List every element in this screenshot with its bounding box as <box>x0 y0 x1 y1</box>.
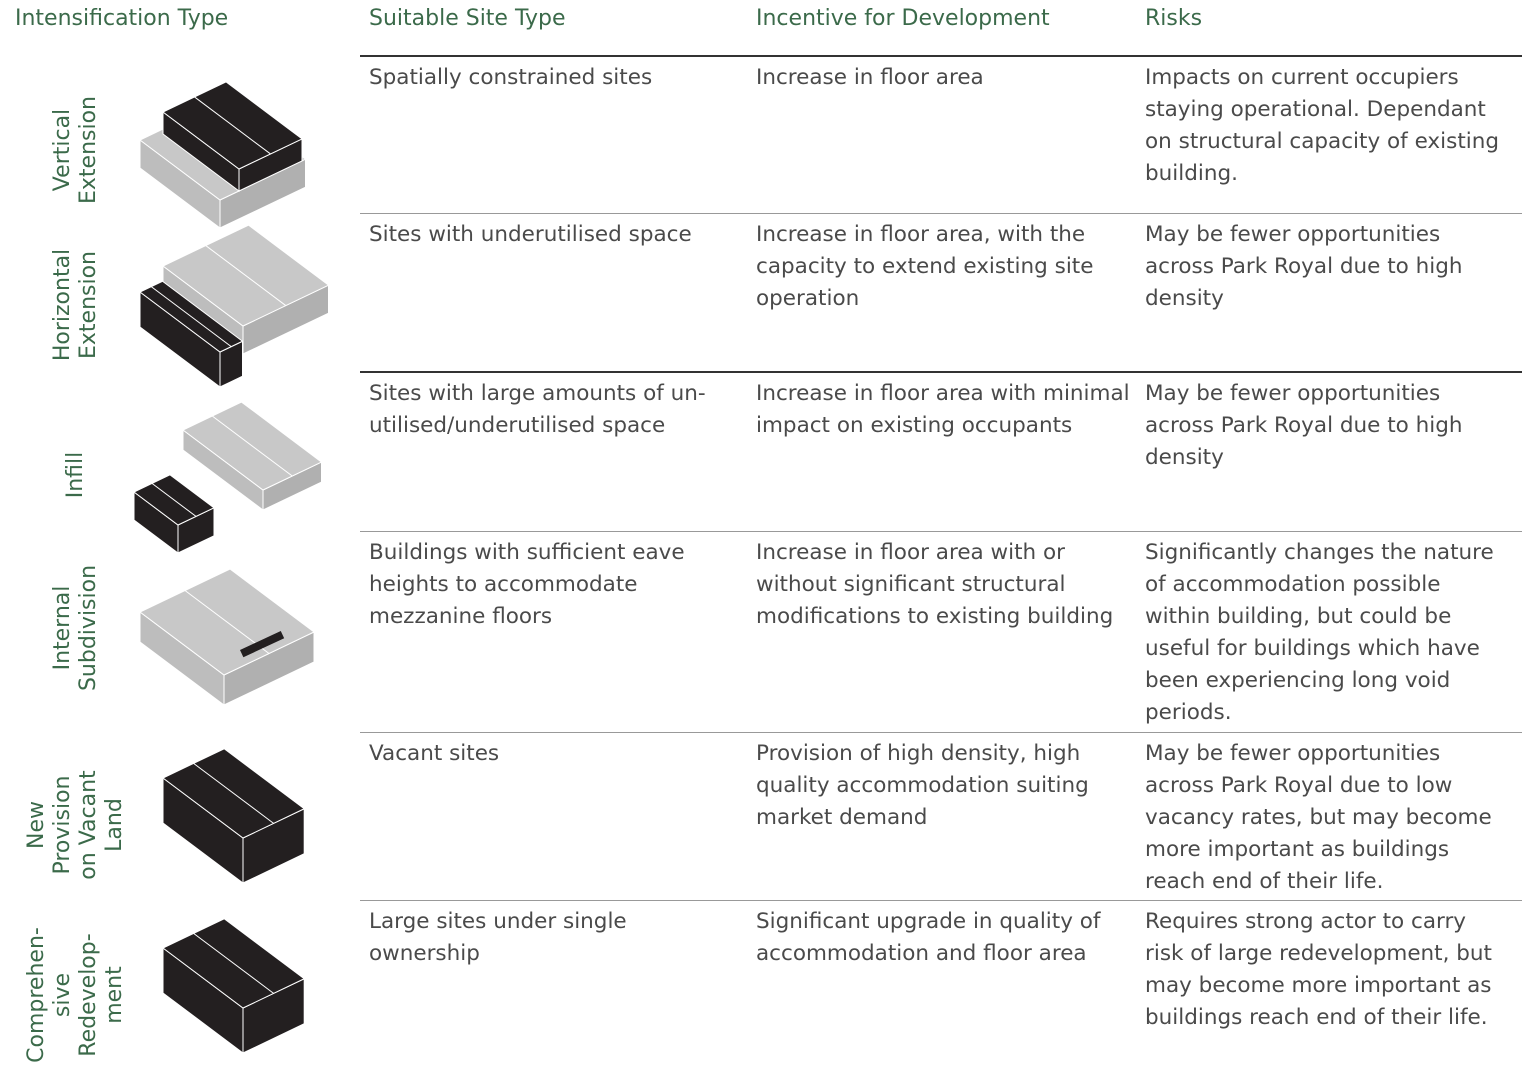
cell-risks: May be fewer opportunities across Park R… <box>1145 741 1492 894</box>
icon-ridge <box>184 590 270 654</box>
type-label-line: Extension <box>76 96 101 204</box>
icon-ridge <box>151 482 197 517</box>
column-header: Risks <box>1145 6 1203 31</box>
icon-ridge <box>193 932 274 994</box>
type-label: HorizontalExtension <box>50 249 101 361</box>
cell-incentive: Provision of high density, high quality … <box>756 741 1089 830</box>
type-label-line: Infill <box>63 452 88 499</box>
cell-site: Large sites under single ownership <box>369 909 627 966</box>
row-divider <box>360 531 1522 532</box>
row-divider <box>360 732 1522 733</box>
building-icon <box>139 568 315 706</box>
type-label-line: Internal <box>50 586 75 671</box>
type-label-line: sive <box>50 973 75 1017</box>
icon-ridge <box>193 762 274 824</box>
type-label: Comprehen-siveRedevelop-ment <box>24 927 127 1063</box>
cell-site: Buildings with sufficient eave heights t… <box>369 540 685 629</box>
row-divider <box>360 900 1522 901</box>
type-label-line: New <box>24 801 49 849</box>
type-label-line: Extension <box>76 251 101 359</box>
cell-site: Sites with large amounts of un-utilised/… <box>369 381 706 438</box>
cell-risks: Requires strong actor to carry risk of l… <box>1145 909 1492 1030</box>
column-header: Incentive for Development <box>756 6 1050 31</box>
type-label-line: Vertical <box>50 109 75 191</box>
cell-risks: May be fewer opportunities across Park R… <box>1145 381 1463 470</box>
icon-ridge <box>194 96 271 155</box>
icon-ridge <box>211 415 293 477</box>
building-icon <box>182 401 323 511</box>
type-label-line: Subdivision <box>76 565 101 691</box>
type-label-line: Land <box>102 798 127 852</box>
row-divider <box>360 213 1522 214</box>
cell-site: Spatially constrained sites <box>369 65 653 90</box>
building-icon <box>162 748 306 884</box>
row-divider <box>360 55 1522 57</box>
column-header: Suitable Site Type <box>369 6 566 31</box>
building-icon <box>162 81 303 192</box>
cell-incentive: Increase in floor area, with the capacit… <box>756 222 1094 311</box>
type-label-line: on Vacant <box>76 770 101 880</box>
cell-risks: May be fewer opportunities across Park R… <box>1145 222 1463 311</box>
type-label: NewProvisionon VacantLand <box>24 770 127 880</box>
cell-incentive: Increase in floor area with or without s… <box>756 540 1114 629</box>
type-label: Infill <box>63 452 88 499</box>
icon-mezzanine <box>239 630 285 658</box>
row-divider <box>360 371 1522 373</box>
type-label-line: Redevelop- <box>76 933 101 1056</box>
cell-risks: Impacts on current occupiers staying ope… <box>1145 65 1499 186</box>
cell-incentive: Significant upgrade in quality of accomm… <box>756 909 1101 966</box>
type-label-line: ment <box>102 966 127 1024</box>
type-label: VerticalExtension <box>50 96 101 204</box>
building-icon <box>139 280 244 388</box>
icon-ridge <box>205 245 287 306</box>
cell-site: Sites with underutilised space <box>369 222 692 247</box>
column-header: Intensification Type <box>15 6 229 31</box>
cell-incentive: Increase in floor area <box>756 65 984 90</box>
type-label: InternalSubdivision <box>50 565 101 691</box>
cell-site: Vacant sites <box>369 741 500 766</box>
cell-incentive: Increase in floor area with minimal impa… <box>756 381 1130 438</box>
cell-risks: Significantly changes the nature of acco… <box>1145 540 1494 725</box>
building-icon <box>133 474 215 554</box>
type-label-line: Comprehen- <box>24 927 49 1063</box>
type-label-line: Provision <box>50 775 75 874</box>
type-column: VerticalExtensionHorizontalExtensionInfi… <box>24 81 330 1063</box>
type-label-line: Horizontal <box>50 249 75 361</box>
icon-ridge <box>150 286 232 348</box>
building-icon <box>162 918 306 1054</box>
